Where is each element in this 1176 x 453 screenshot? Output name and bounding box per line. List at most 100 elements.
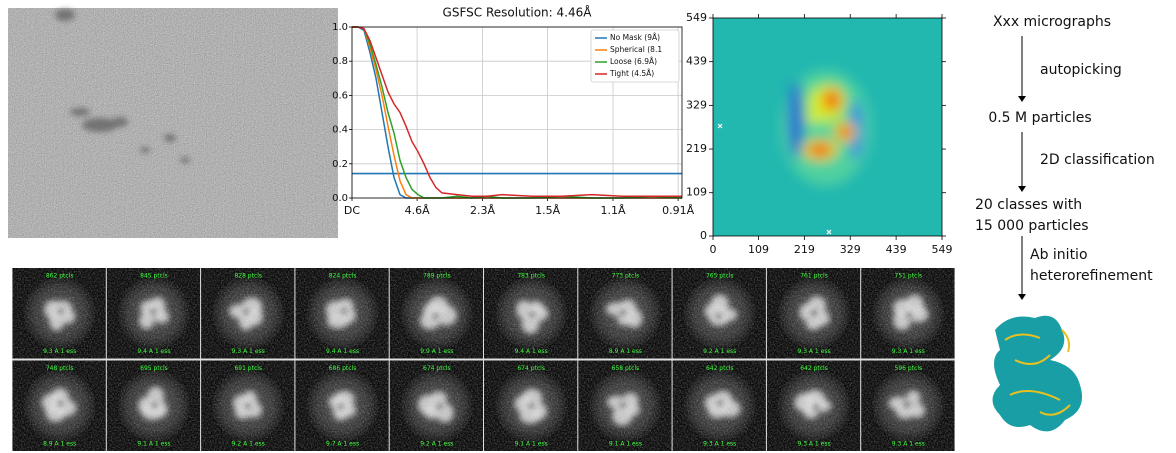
particle-count: 674 ptcls bbox=[517, 365, 545, 372]
x-tick-label: 4.6Å bbox=[405, 204, 430, 217]
class-noise bbox=[201, 268, 295, 359]
class-noise bbox=[861, 360, 955, 451]
micrograph bbox=[8, 8, 338, 238]
class-average: 695 ptcls 9.1 A 1 ess bbox=[106, 360, 201, 451]
class-noise bbox=[106, 360, 201, 451]
arrow-head bbox=[1018, 96, 1026, 102]
class-average: 789 ptcls 9.9 A 1 ess bbox=[389, 268, 483, 359]
particle-count: 642 ptcls bbox=[706, 365, 734, 372]
class-resolution: 9.2 A 1 ess bbox=[232, 441, 265, 448]
class-resolution: 9.3 A 1 ess bbox=[892, 441, 925, 448]
plot-frame bbox=[712, 17, 943, 237]
x-tick-label: 329 bbox=[840, 243, 861, 256]
class-noise bbox=[295, 268, 389, 359]
legend-label: Tight (4.5Å) bbox=[609, 69, 654, 78]
class-resolution: 8.9 A 1 ess bbox=[609, 348, 642, 355]
particle-count: 695 ptcls bbox=[140, 365, 168, 372]
arrow-head bbox=[1018, 294, 1026, 300]
particle-count: 674 ptcls bbox=[423, 365, 451, 372]
particle-count: 596 ptcls bbox=[895, 365, 923, 372]
y-tick-label: 0.0 bbox=[332, 193, 348, 204]
class-noise bbox=[484, 268, 578, 359]
plot-frame bbox=[351, 26, 683, 199]
heatmap-image bbox=[713, 18, 942, 236]
class-noise bbox=[766, 268, 861, 359]
y-tick-label: 1.0 bbox=[332, 22, 348, 33]
x-tick-label: 219 bbox=[794, 243, 815, 256]
class-noise bbox=[389, 268, 483, 359]
class-average: 751 ptcls 9.3 A 1 ess bbox=[861, 268, 955, 359]
particle-count: 751 ptcls bbox=[895, 273, 923, 280]
particle-count: 824 ptcls bbox=[329, 273, 357, 280]
class-resolution: 9.4 A 1 ess bbox=[326, 348, 359, 355]
class-noise bbox=[106, 268, 201, 359]
y-tick-label: 109 bbox=[686, 186, 707, 199]
y-tick-label: 0.6 bbox=[332, 90, 348, 101]
marker bbox=[826, 229, 832, 235]
x-tick-label: 0.91Å bbox=[662, 204, 694, 217]
particle-count: 642 ptcls bbox=[800, 365, 828, 372]
x-tick-label: 1.5Å bbox=[535, 204, 560, 217]
particle-count: 789 ptcls bbox=[423, 273, 451, 280]
class-resolution: 9.3 A 1 ess bbox=[797, 441, 830, 448]
particle-count: 765 ptcls bbox=[706, 273, 734, 280]
particle-count: 845 ptcls bbox=[140, 273, 168, 280]
particle-count: 748 ptcls bbox=[46, 365, 74, 372]
class-average: 691 ptcls 9.2 A 1 ess bbox=[201, 360, 295, 451]
surface bbox=[992, 315, 1083, 432]
class-noise bbox=[672, 360, 766, 451]
workflow-action: autopicking bbox=[1040, 62, 1122, 78]
class-resolution: 9.9 A 1 ess bbox=[420, 348, 453, 355]
class-average: 773 ptcls 8.9 A 1 ess bbox=[578, 268, 672, 359]
class-average: 674 ptcls 9.1 A 1 ess bbox=[484, 360, 578, 451]
y-tick-label: 329 bbox=[686, 98, 707, 111]
class-noise bbox=[861, 268, 955, 359]
class-noise bbox=[295, 360, 389, 451]
x-tick-label: 439 bbox=[886, 243, 907, 256]
class-noise bbox=[766, 360, 861, 451]
class-noise bbox=[578, 268, 672, 359]
particle-count: 658 ptcls bbox=[612, 365, 640, 372]
particle-count: 828 ptcls bbox=[234, 273, 262, 280]
x-tick-label: DC bbox=[344, 204, 360, 217]
arrow-head bbox=[1018, 186, 1026, 192]
workflow-step: 15 000 particles bbox=[975, 218, 1089, 234]
ribbon bbox=[1004, 329, 1071, 416]
class-noise bbox=[484, 360, 578, 451]
class-noise bbox=[578, 360, 672, 451]
class-average: 828 ptcls 9.3 A 1 ess bbox=[201, 268, 295, 359]
legend-box bbox=[590, 29, 680, 83]
marker bbox=[717, 123, 723, 129]
class-average: 658 ptcls 9.1 A 1 ess bbox=[578, 360, 672, 451]
x-tick-label: 109 bbox=[748, 243, 769, 256]
class-resolution: 9.4 A 1 ess bbox=[137, 348, 170, 355]
class-resolution: 9.2 A 1 ess bbox=[703, 348, 736, 355]
particle-count: 862 ptcls bbox=[46, 273, 74, 280]
class-resolution: 8.9 A 1 ess bbox=[43, 441, 76, 448]
y-tick-label: 549 bbox=[686, 11, 707, 24]
class-average: 845 ptcls 9.4 A 1 ess bbox=[106, 268, 201, 359]
particle-count: 773 ptcls bbox=[612, 273, 640, 280]
micrograph-features bbox=[55, 9, 190, 163]
x-tick-label: 2.3Å bbox=[470, 204, 495, 217]
y-tick-label: 219 bbox=[686, 142, 707, 155]
class-resolution: 9.7 A 1 ess bbox=[326, 441, 359, 448]
legend-label: Loose (6.9Å) bbox=[610, 57, 657, 66]
marker bbox=[826, 229, 832, 235]
particle-count: 783 ptcls bbox=[517, 273, 545, 280]
class-resolution: 9.3 A 1 ess bbox=[43, 348, 76, 355]
class-average: 824 ptcls 9.4 A 1 ess bbox=[295, 268, 389, 359]
class-average: 686 ptcls 9.7 A 1 ess bbox=[295, 360, 389, 451]
x-tick-label: 549 bbox=[932, 243, 953, 256]
structure-render bbox=[982, 306, 1092, 446]
workflow-action: 2D classification bbox=[1040, 152, 1155, 168]
class-noise bbox=[12, 360, 106, 451]
class-average: 596 ptcls 9.3 A 1 ess bbox=[861, 360, 955, 451]
y-tick-label: 0.8 bbox=[332, 56, 348, 67]
particle-count: 761 ptcls bbox=[800, 273, 828, 280]
class-average: 761 ptcls 9.3 A 1 ess bbox=[766, 268, 861, 359]
class-noise bbox=[201, 360, 295, 451]
class-average: 748 ptcls 8.9 A 1 ess bbox=[12, 360, 106, 451]
